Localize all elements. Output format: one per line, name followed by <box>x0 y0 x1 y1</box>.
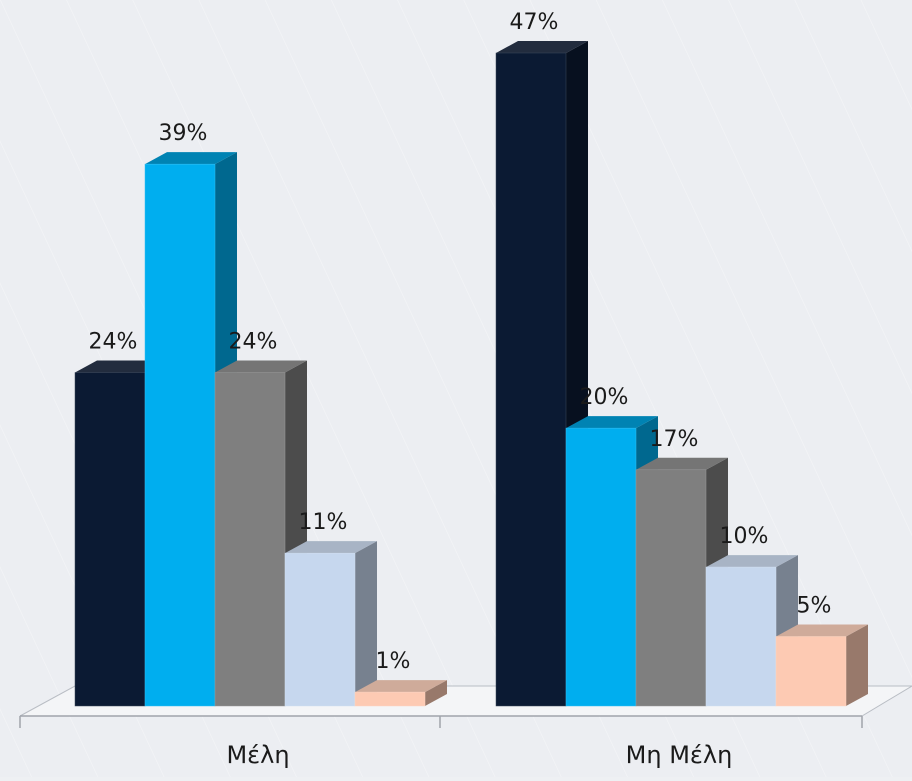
bar <box>495 41 588 707</box>
bar <box>705 555 798 707</box>
data-label: 5% <box>797 594 832 619</box>
bar-top <box>215 360 307 373</box>
bar-front <box>775 636 847 707</box>
data-label: 24% <box>89 330 138 355</box>
bar-top <box>566 416 658 429</box>
bar <box>284 541 377 707</box>
bar-top <box>145 152 237 165</box>
bar-front <box>74 372 146 707</box>
bar-top <box>706 555 798 568</box>
data-label: 24% <box>229 330 278 355</box>
data-label: 39% <box>159 121 208 146</box>
bar-front <box>144 163 216 707</box>
bar-top <box>636 457 728 470</box>
bar-top <box>496 41 588 53</box>
category-label: Μέλη <box>226 741 289 769</box>
bar-side <box>425 680 447 706</box>
bar-side <box>846 624 868 706</box>
data-label: 11% <box>299 510 348 535</box>
data-label: 17% <box>650 427 699 452</box>
data-label: 47% <box>510 10 559 35</box>
data-label: 10% <box>720 524 769 549</box>
data-label: 1% <box>376 649 411 674</box>
bar <box>775 624 868 707</box>
bar <box>354 680 447 707</box>
bar-front <box>284 552 356 707</box>
data-label: 20% <box>580 385 629 410</box>
category-label: Μη Μέλη <box>626 741 733 769</box>
bar-top <box>355 680 447 693</box>
bar-top <box>285 541 377 554</box>
bar-front <box>214 372 286 707</box>
bar-top <box>776 624 868 637</box>
bar-front <box>495 52 567 707</box>
bar-front <box>635 469 707 707</box>
bar-front <box>354 691 426 707</box>
bar-side <box>355 541 377 706</box>
bar-top <box>75 360 167 373</box>
bar-front <box>705 566 777 707</box>
bar-front <box>565 427 637 707</box>
